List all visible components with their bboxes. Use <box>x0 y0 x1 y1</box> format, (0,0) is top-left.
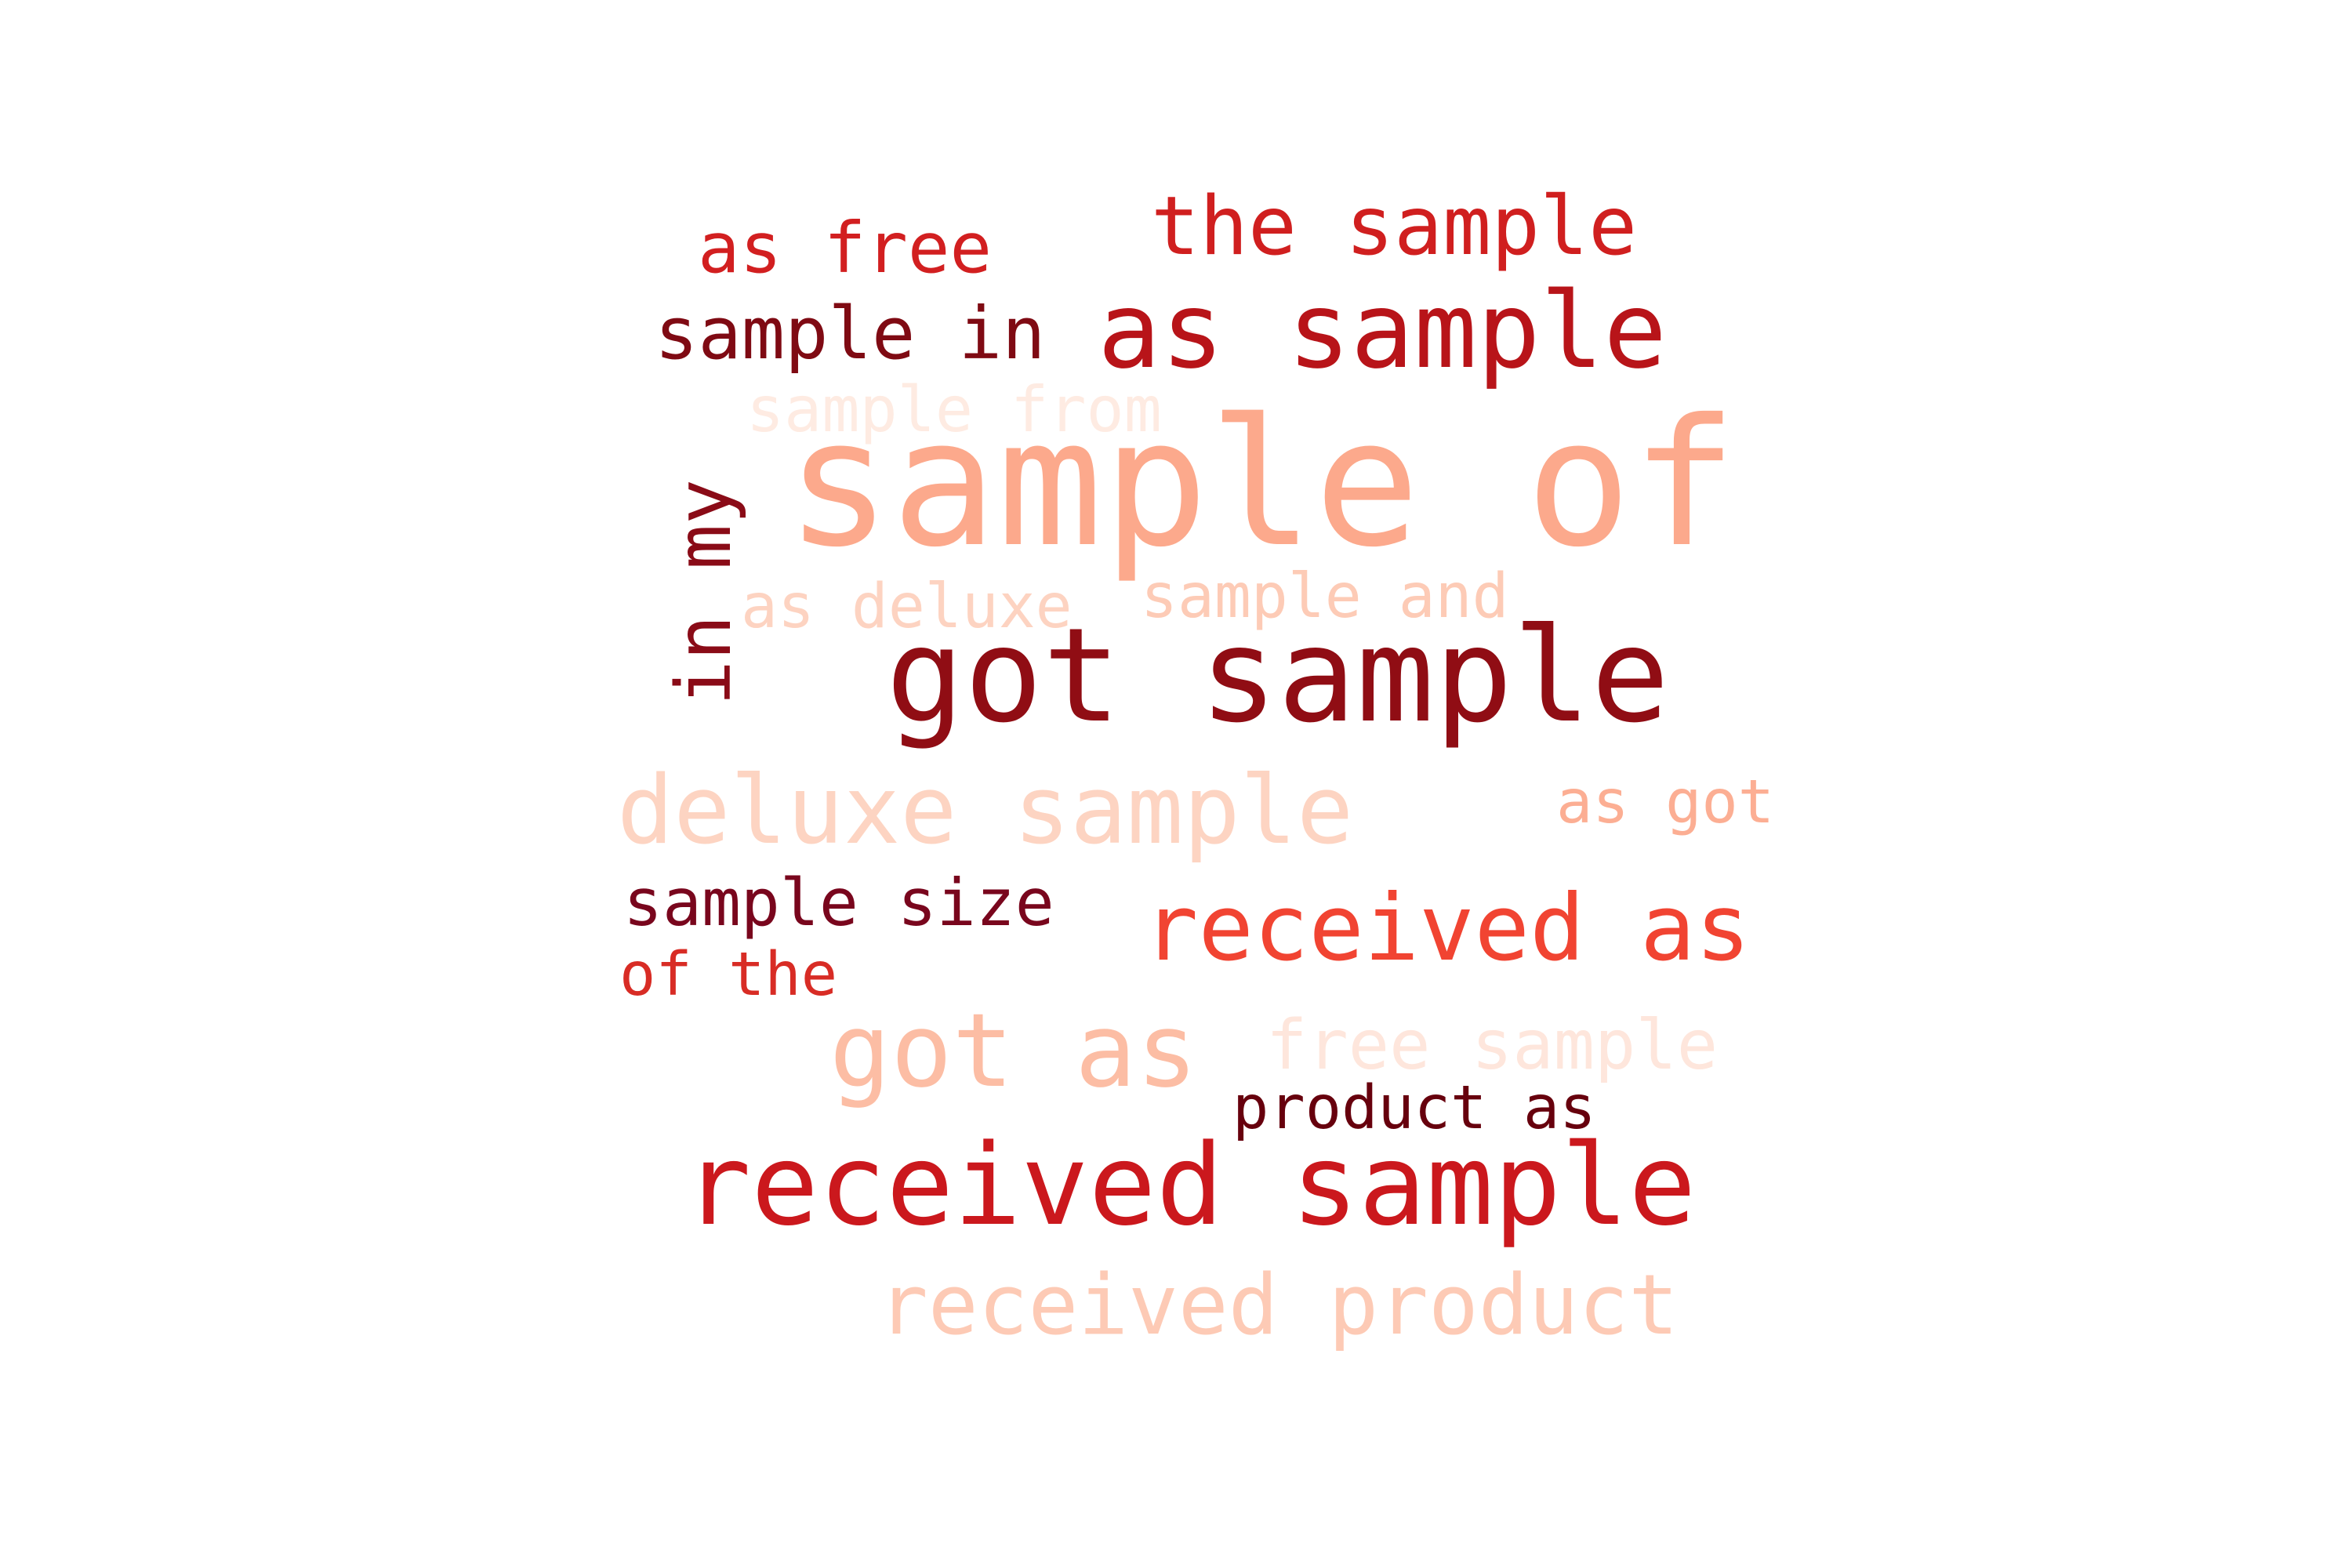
word-of-the: of the <box>619 940 838 1010</box>
word-as-got: as got <box>1556 768 1775 837</box>
word-sample-in: sample in <box>655 292 1046 376</box>
word-got-as: got as <box>829 991 1198 1110</box>
word-as-deluxe: as deluxe <box>741 572 1073 642</box>
word-sample-and: sample and <box>1141 561 1509 632</box>
word-the-sample: the sample <box>1151 180 1638 274</box>
word-received-product: received product <box>878 1257 1679 1353</box>
word-received-sample: received sample <box>684 1120 1697 1250</box>
word-sample-of: sample of <box>786 381 1737 586</box>
word-free-sample: free sample <box>1266 1005 1719 1085</box>
word-as-free: as free <box>698 207 993 289</box>
word-as-sample: as sample <box>1098 270 1668 392</box>
word-sample-from: sample from <box>746 373 1162 446</box>
word-got-sample: got sample <box>886 601 1670 752</box>
word-received-as: received as <box>1143 874 1751 982</box>
word-product-as: product as <box>1232 1073 1596 1143</box>
word-sample-size: sample size <box>623 865 1054 941</box>
word-in-my: in my <box>660 479 748 706</box>
word-deluxe-sample: deluxe sample <box>617 757 1354 866</box>
